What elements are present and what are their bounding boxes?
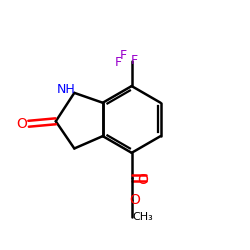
Text: F: F [114,56,121,69]
Text: O: O [129,193,140,207]
Text: NH: NH [56,83,75,96]
Text: F: F [130,54,138,66]
Text: CH₃: CH₃ [132,212,153,222]
Text: O: O [16,117,27,131]
Text: O: O [137,173,148,187]
Text: F: F [120,49,126,62]
